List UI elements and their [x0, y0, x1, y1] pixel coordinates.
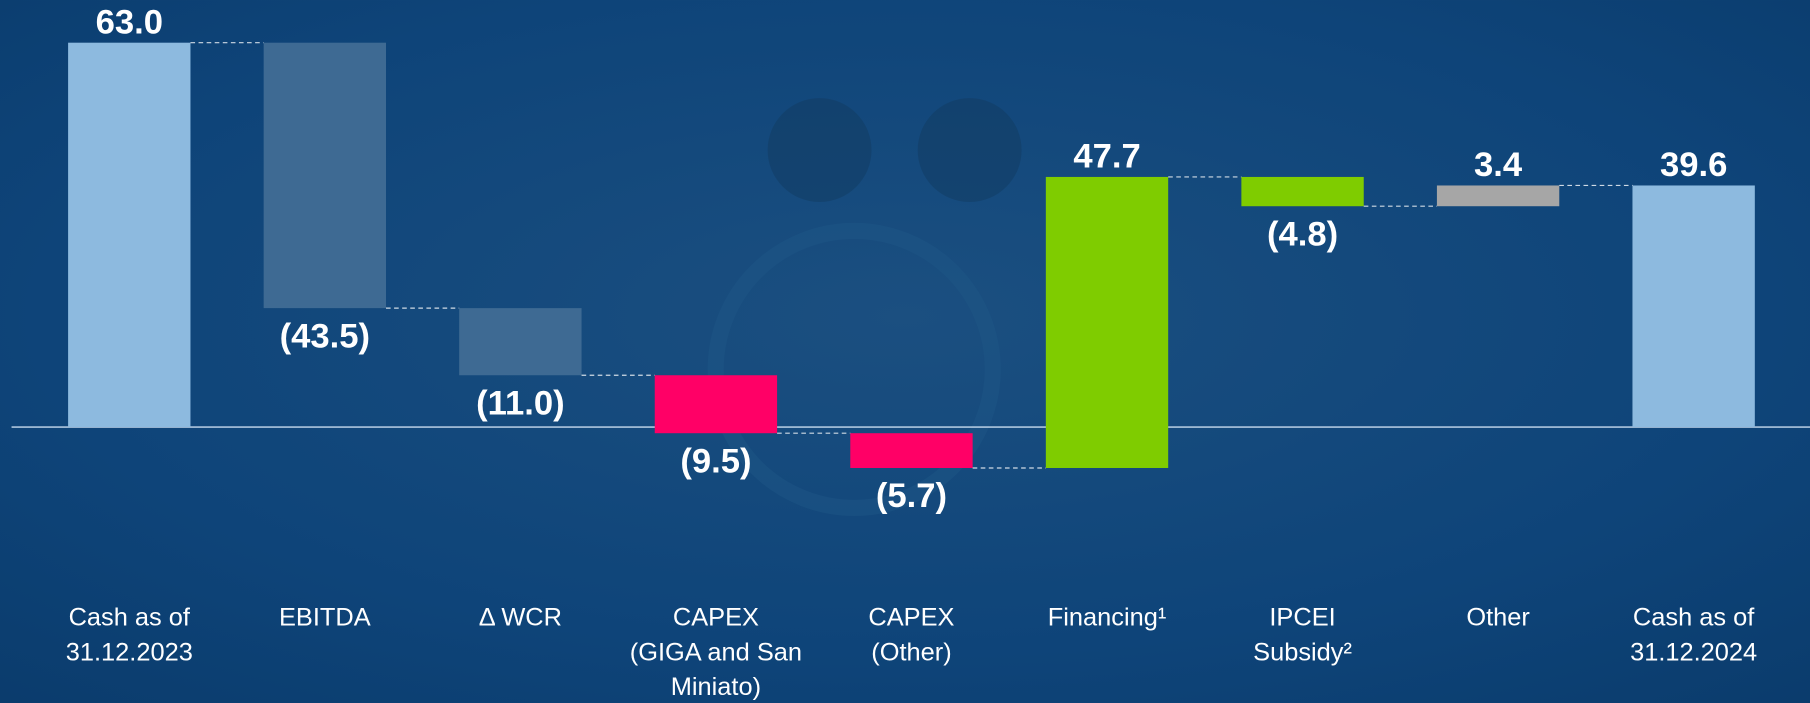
- value-label: (43.5): [280, 317, 370, 355]
- x-tick-label: Other: [1401, 600, 1595, 635]
- bar: [850, 433, 972, 468]
- value-label: (11.0): [476, 384, 565, 422]
- x-tick-label-box: Cash as of 31.12.2024: [1597, 600, 1791, 703]
- x-tick-label-box: Cash as of 31.12.2023: [32, 600, 226, 703]
- page: 63.0 Cash as of 31.12.2023 (43.5) EBITDA (11…: [0, 0, 1810, 703]
- x-tick-label: Financing¹: [1010, 600, 1204, 635]
- value-label: (5.7): [876, 477, 947, 515]
- bar: [1241, 177, 1363, 206]
- value-label: 47.7: [1073, 138, 1140, 176]
- bar: [1437, 185, 1559, 206]
- value-label: (4.8): [1267, 215, 1338, 253]
- x-tick-label: Δ WCR: [423, 600, 617, 635]
- bar: [1046, 177, 1168, 468]
- background-shape: [768, 98, 872, 202]
- bar: [264, 43, 386, 308]
- value-label: (9.5): [680, 442, 751, 480]
- background-shape: [918, 98, 1022, 202]
- x-tick-label: EBITDA: [228, 600, 422, 635]
- x-tick-label-box: CAPEX (GIGA and San Miniato): [619, 600, 813, 703]
- bar: [655, 375, 777, 433]
- value-label: 63.0: [96, 3, 163, 41]
- bar: [459, 308, 581, 375]
- x-tick-label: CAPEX (GIGA and San Miniato): [619, 600, 813, 703]
- x-tick-label-box: EBITDA: [228, 600, 422, 703]
- x-tick-label: Cash as of 31.12.2023: [32, 600, 226, 669]
- bar: [1632, 185, 1754, 427]
- value-label: 39.6: [1660, 146, 1727, 184]
- x-tick-label-box: Other: [1401, 600, 1595, 703]
- x-tick-label: IPCEI Subsidy²: [1206, 600, 1400, 669]
- chart: 63.0 Cash as of 31.12.2023 (43.5) EBITDA (11…: [0, 0, 1810, 703]
- x-tick-label-box: IPCEI Subsidy²: [1206, 600, 1400, 703]
- value-label: 3.4: [1474, 146, 1523, 184]
- x-tick-label-box: CAPEX (Other): [814, 600, 1008, 703]
- bar: [68, 43, 190, 427]
- x-tick-label-box: Δ WCR: [423, 600, 617, 703]
- x-tick-label-box: Financing¹: [1010, 600, 1204, 703]
- x-tick-label: CAPEX (Other): [814, 600, 1008, 669]
- x-tick-label: Cash as of 31.12.2024: [1597, 600, 1791, 669]
